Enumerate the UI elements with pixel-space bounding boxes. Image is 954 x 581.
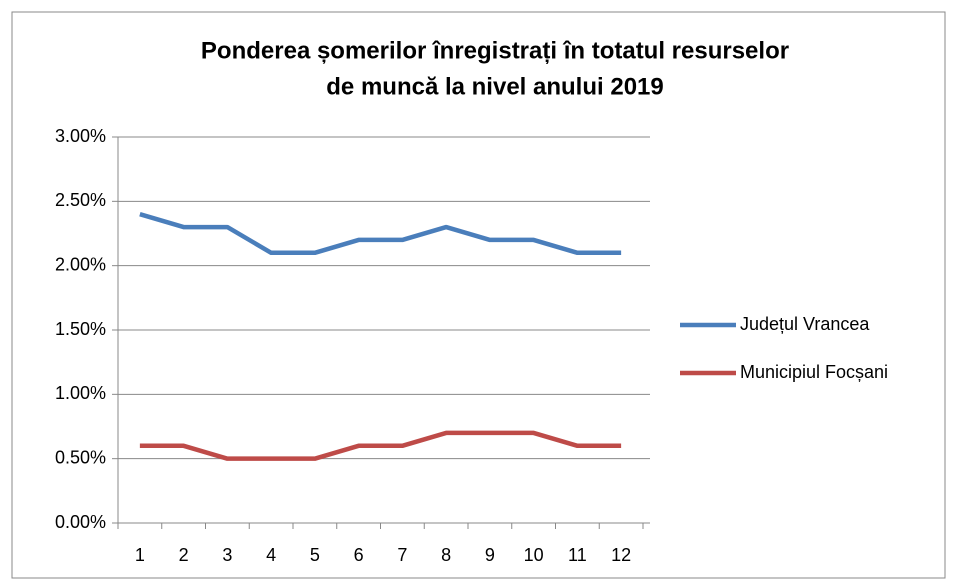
x-tick-label: 8: [441, 545, 451, 565]
y-tick-label: 2.50%: [55, 190, 106, 210]
y-tick-label: 1.50%: [55, 319, 106, 339]
chart-title: Ponderea șomerilor înregistrați în totat…: [201, 37, 789, 64]
series-line: [139, 212, 622, 256]
x-tick-label: 7: [397, 545, 407, 565]
y-tick-label: 0.00%: [55, 512, 106, 532]
y-tick-label: 2.00%: [55, 254, 106, 274]
x-tick-label: 10: [524, 545, 544, 565]
legend-label: Județul Vrancea: [740, 314, 870, 334]
y-tick-label: 0.50%: [55, 447, 106, 467]
x-tick-label: 11: [568, 545, 587, 565]
x-tick-label: 4: [266, 545, 276, 565]
chart-border: [11, 11, 946, 579]
y-tick-label: 3.00%: [55, 126, 106, 146]
x-tick-label: 3: [222, 545, 232, 565]
x-tick-label: 5: [310, 545, 320, 565]
x-tick-label: 2: [179, 545, 189, 565]
x-tick-label: 1: [135, 545, 145, 565]
y-tick-label: 1.00%: [55, 383, 106, 403]
x-tick-label: 9: [485, 545, 495, 565]
x-tick-label: 12: [611, 545, 631, 565]
x-tick-label: 6: [354, 545, 364, 565]
legend-label: Municipiul Focșani: [740, 362, 888, 382]
series-line: [139, 430, 622, 461]
chart-title: de muncă la nivel anului 2019: [326, 73, 663, 100]
